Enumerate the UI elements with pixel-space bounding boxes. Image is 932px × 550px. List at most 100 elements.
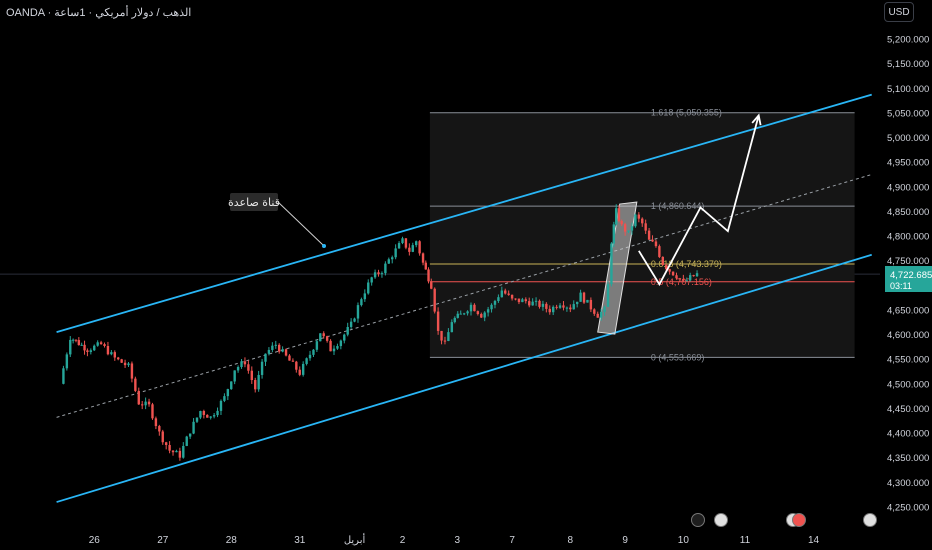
candle-up xyxy=(182,445,185,458)
candle-up xyxy=(401,238,404,244)
candle-up xyxy=(233,370,236,382)
candle-up xyxy=(415,241,418,246)
candle-down xyxy=(254,380,257,390)
candle-up xyxy=(612,224,616,244)
candle-up xyxy=(373,272,377,278)
candle-up xyxy=(394,248,397,258)
fib-level-label: 1 (4,860.644) xyxy=(651,201,705,211)
x-tick-label: 27 xyxy=(157,535,169,546)
candle-down xyxy=(440,330,443,341)
candle-down xyxy=(117,357,120,360)
candle-down xyxy=(589,299,593,310)
candle-down xyxy=(151,404,154,419)
candle-down xyxy=(545,303,548,309)
candle-up xyxy=(219,400,223,411)
candle-up xyxy=(531,301,534,306)
x-tick-label: أبريل xyxy=(344,533,366,546)
candle-up xyxy=(575,301,579,305)
candle-down xyxy=(404,238,408,248)
candle-up xyxy=(257,374,260,390)
y-tick-label: 5,050.000 xyxy=(887,108,929,119)
candle-down xyxy=(113,352,116,358)
projection-polyline xyxy=(638,115,760,287)
y-tick-label: 4,850.000 xyxy=(887,207,929,218)
candle-up xyxy=(62,368,65,384)
candle-up xyxy=(634,214,637,227)
candle-down xyxy=(424,262,427,270)
channel-mid-line xyxy=(56,173,872,418)
candle-down xyxy=(77,340,81,346)
projection-path[interactable] xyxy=(638,113,762,287)
x-tick-label: 2 xyxy=(400,535,406,546)
candle-up xyxy=(411,245,414,252)
candle-down xyxy=(436,311,440,331)
candle-down xyxy=(86,350,89,352)
candle-up xyxy=(195,417,199,422)
candle-down xyxy=(637,214,641,219)
candle-down xyxy=(427,269,430,282)
fib-level-label: 1.618 (5,050.355) xyxy=(651,108,722,118)
economic-events[interactable] xyxy=(691,513,877,527)
candle-down xyxy=(430,281,433,289)
candle-down xyxy=(377,272,380,275)
channel-annotation[interactable]: قناة صاعدة xyxy=(228,193,326,248)
candle-down xyxy=(617,208,621,222)
channel-upper-line xyxy=(56,93,872,333)
symbol-title[interactable]: OANDA · الذهب / دولار أمريكي · 1ساعة xyxy=(6,7,192,19)
y-tick-label: 4,900.000 xyxy=(887,182,929,193)
candle-down xyxy=(74,339,78,341)
candle-up xyxy=(462,313,466,315)
candle-down xyxy=(322,333,325,337)
candle-down xyxy=(130,363,134,379)
candle-up xyxy=(192,421,195,434)
x-tick-label: 7 xyxy=(509,535,515,546)
candle-down xyxy=(443,340,447,342)
candle-up xyxy=(360,299,363,306)
candle-up xyxy=(466,311,469,314)
candle-up xyxy=(216,410,219,416)
candle-down xyxy=(250,370,253,381)
candle-down xyxy=(83,344,86,351)
candle-up xyxy=(175,450,178,453)
candle-up xyxy=(627,230,630,232)
y-tick-label: 5,000.000 xyxy=(887,133,929,144)
fibonacci-retracement[interactable]: 1.618 (5,050.355) 1 (4,860.644) 0.618 (4,7… xyxy=(429,108,855,363)
candle-down xyxy=(247,364,250,371)
candle-up xyxy=(274,344,277,346)
candle-up xyxy=(579,292,582,302)
candle-up xyxy=(630,226,634,231)
candle-down xyxy=(243,361,247,365)
lightning-icon xyxy=(691,513,705,527)
currency-button[interactable]: USD xyxy=(884,2,914,22)
candle-down xyxy=(682,279,685,281)
candle-down xyxy=(671,271,675,276)
candle-up xyxy=(267,349,271,354)
candle-up xyxy=(572,304,575,310)
candle-down xyxy=(158,426,161,432)
candle-up xyxy=(93,345,96,351)
candle-down xyxy=(168,445,171,451)
candle-up xyxy=(236,367,240,371)
candle-up xyxy=(387,259,390,264)
candle-down xyxy=(654,241,658,247)
candle-down xyxy=(164,442,168,446)
candle-down xyxy=(596,313,599,318)
candle-up xyxy=(301,363,305,375)
time-axis[interactable]: 26 27 28 31 أبريل 2 3 7 8 9 10 11 14 xyxy=(89,533,820,546)
us-flag-icon xyxy=(863,513,877,527)
candle-up xyxy=(89,350,93,352)
candle-down xyxy=(329,340,332,352)
candle-down xyxy=(161,431,164,443)
candle-down xyxy=(555,306,558,308)
candle-down xyxy=(528,301,531,306)
price-badge-bg xyxy=(885,266,932,292)
candle-down xyxy=(141,404,144,406)
candle-down xyxy=(284,349,288,356)
ascending-channel[interactable] xyxy=(56,93,872,503)
candle-up xyxy=(363,293,367,300)
candle-down xyxy=(473,304,476,312)
y-tick-label: 5,200.000 xyxy=(887,35,929,46)
candle-up xyxy=(456,313,459,318)
annotation-anchor-dot xyxy=(322,244,326,248)
